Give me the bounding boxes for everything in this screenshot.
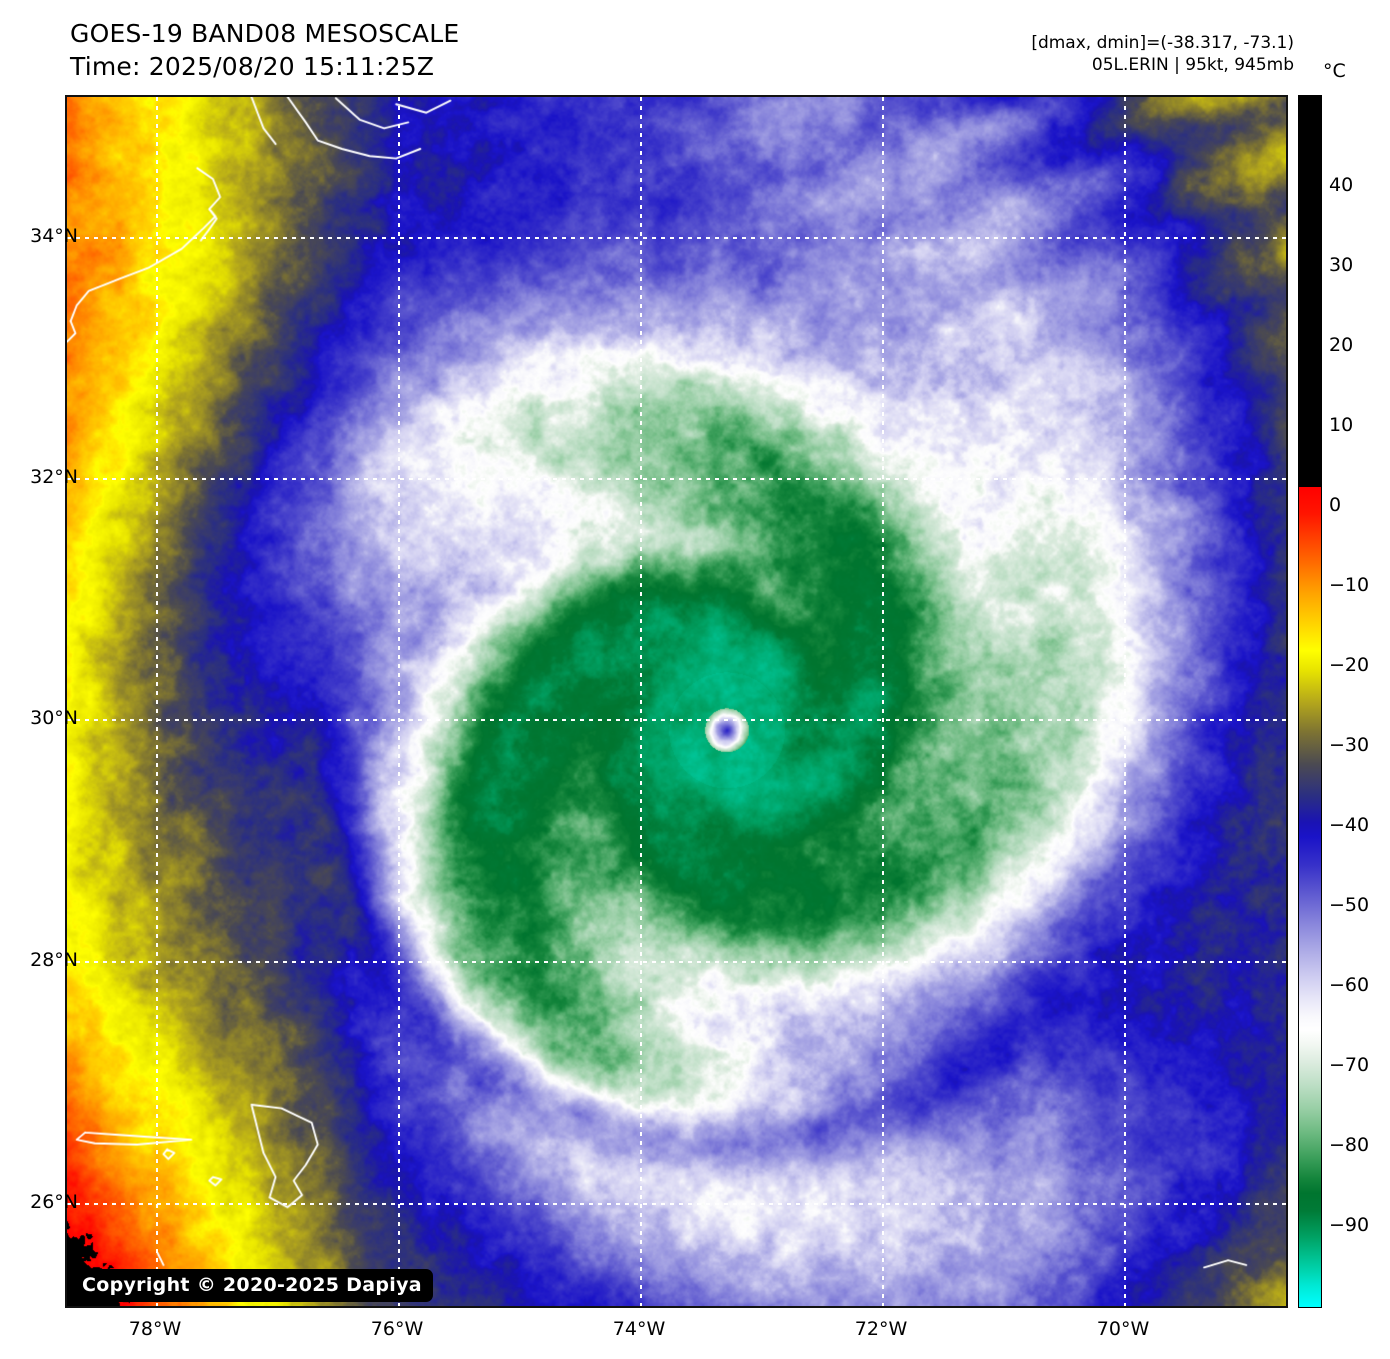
colorbar-tick-label-0: 40 — [1329, 174, 1354, 196]
colorbar-tick-label-7: −30 — [1329, 734, 1370, 756]
colorbar-tick-label-11: −70 — [1329, 1054, 1370, 1076]
lon-tick-label-1: 76°W — [370, 1318, 424, 1340]
lon-tick-label-2: 74°W — [612, 1318, 666, 1340]
colorbar-unit-label: °C — [1323, 60, 1346, 82]
lat-tick-label-0: 34°N — [30, 225, 78, 247]
data-range-annotation: [dmax, dmin]=(-38.317, -73.1) — [1031, 33, 1294, 53]
colorbar-gradient — [1298, 95, 1322, 1308]
timestamp: Time: 2025/08/20 15:11:25Z — [70, 51, 435, 81]
colorbar-tick-label-3: 10 — [1329, 414, 1354, 436]
copyright-watermark: Copyright © 2020-2025 Dapiya — [71, 1269, 433, 1302]
metadata-block: [dmax, dmin]=(-38.317, -73.1) 05L.ERIN |… — [1031, 32, 1294, 76]
colorbar-tick-label-10: −60 — [1329, 974, 1370, 996]
lat-tick-label-2: 30°N — [30, 707, 78, 729]
colorbar-tick-label-1: 30 — [1329, 254, 1354, 276]
colorbar-tick-label-8: −40 — [1329, 814, 1370, 836]
infrared-satellite-imagery — [67, 97, 1286, 1306]
lat-tick-label-3: 28°N — [30, 949, 78, 971]
lon-tick-label-4: 70°W — [1096, 1318, 1150, 1340]
storm-info-annotation: 05L.ERIN | 95kt, 945mb — [1091, 55, 1294, 76]
colorbar-tick-label-9: −50 — [1329, 894, 1370, 916]
colorbar-tick-label-13: −90 — [1329, 1214, 1370, 1236]
colorbar-tick-label-12: −80 — [1329, 1134, 1370, 1156]
title-block: GOES-19 BAND08 MESOSCALE Time: 2025/08/2… — [70, 18, 459, 83]
colorbar-tick-label-4: 0 — [1329, 494, 1342, 516]
page-title: GOES-19 BAND08 MESOSCALE — [70, 19, 460, 48]
colorbar-tick-label-6: −20 — [1329, 654, 1370, 676]
lon-tick-label-3: 72°W — [854, 1318, 908, 1340]
colorbar-tick-label-2: 20 — [1329, 334, 1354, 356]
lat-tick-label-1: 32°N — [30, 466, 78, 488]
lon-tick-label-0: 78°W — [128, 1318, 182, 1340]
satellite-image-plot: Copyright © 2020-2025 Dapiya — [65, 95, 1288, 1308]
lat-tick-label-4: 26°N — [30, 1191, 78, 1213]
colorbar-tick-label-5: −10 — [1329, 574, 1370, 596]
